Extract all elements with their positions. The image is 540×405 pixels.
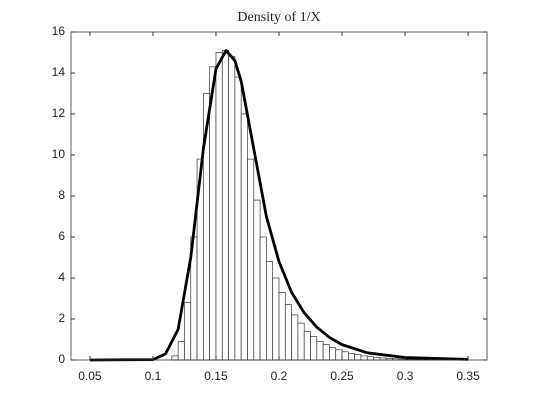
- y-tick-label: 0: [58, 352, 65, 366]
- bar: [341, 351, 349, 361]
- bar: [266, 261, 274, 361]
- y-tick-label: 12: [52, 106, 66, 120]
- bar: [360, 355, 368, 361]
- x-tick-label: 0.3: [397, 369, 414, 383]
- chart-title: Density of 1/X: [237, 10, 320, 25]
- bar: [221, 50, 229, 361]
- bar: [184, 302, 192, 361]
- bar: [335, 349, 343, 361]
- y-tick-label: 16: [52, 24, 66, 38]
- bar: [291, 314, 299, 361]
- x-tick-label: 0.15: [204, 369, 228, 383]
- bar: [329, 347, 337, 361]
- bar: [215, 52, 223, 361]
- bar: [253, 199, 261, 361]
- y-tick-label: 14: [52, 65, 66, 79]
- bar: [366, 356, 374, 361]
- bar: [247, 158, 255, 361]
- bar: [316, 341, 324, 361]
- y-tick-label: 6: [58, 229, 65, 243]
- y-tick-label: 2: [58, 311, 65, 325]
- bar: [303, 330, 311, 361]
- bar: [310, 336, 318, 361]
- y-tick-label: 8: [58, 188, 65, 202]
- x-tick-label: 0.2: [271, 369, 288, 383]
- bar: [259, 236, 267, 361]
- bar: [297, 322, 305, 361]
- x-tick-label: 0.25: [330, 369, 354, 383]
- bar: [240, 113, 248, 361]
- density-curve: [89, 49, 469, 362]
- bar: [171, 355, 179, 361]
- bar: [284, 304, 292, 361]
- x-tick-label: 0.35: [456, 369, 480, 383]
- x-tick-label: 0.1: [145, 369, 162, 383]
- y-tick-label: 4: [58, 270, 65, 284]
- bar: [272, 277, 280, 361]
- y-tick-label: 10: [52, 147, 66, 161]
- bar: [347, 353, 355, 361]
- bar: [354, 354, 362, 361]
- bar: [234, 76, 242, 361]
- x-tick-label: 0.05: [78, 369, 102, 383]
- bar: [177, 341, 185, 361]
- bar: [278, 292, 286, 361]
- bar: [228, 56, 236, 361]
- bar: [322, 344, 330, 361]
